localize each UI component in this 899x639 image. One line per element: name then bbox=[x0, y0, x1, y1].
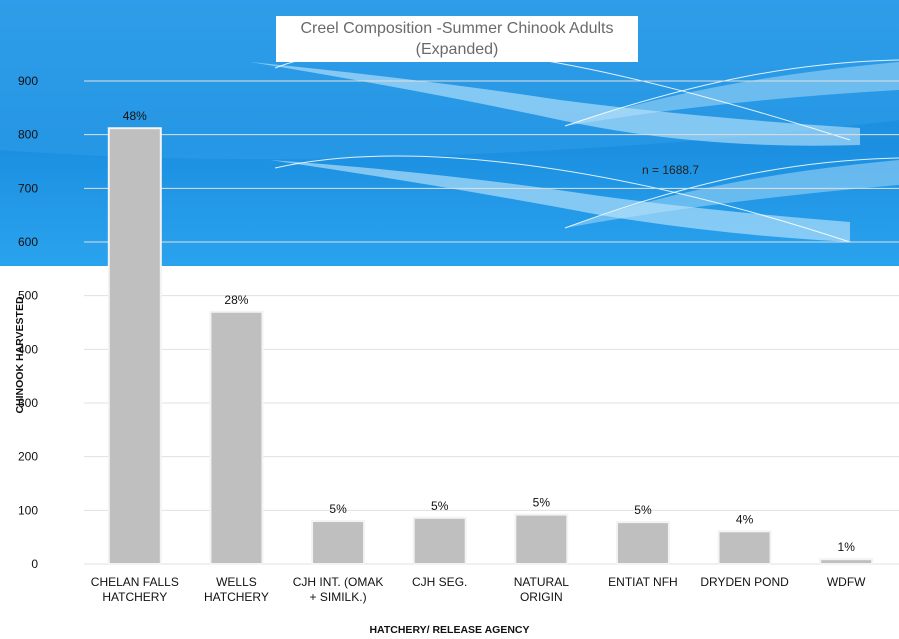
y-tick-label: 500 bbox=[18, 289, 38, 303]
x-tick-label: CJH SEG. bbox=[412, 575, 467, 589]
bar-data-label: 28% bbox=[224, 293, 248, 307]
bar-data-label: 5% bbox=[533, 496, 551, 510]
sample-size-annotation: n = 1688.7 bbox=[642, 163, 700, 177]
x-tick-label: NATURAL bbox=[514, 575, 569, 589]
chart-subtitle: (Expanded) bbox=[415, 41, 499, 58]
x-tick-label: HATCHERY bbox=[204, 590, 269, 604]
x-tick-label: HATCHERY bbox=[102, 590, 167, 604]
y-tick-label: 900 bbox=[18, 74, 38, 88]
bar bbox=[107, 127, 162, 566]
y-axis: 0 100 200 300 400 500 600 700 800 900 bbox=[18, 74, 38, 571]
data-labels: 48% 28% 5% 5% 5% 5% 4% 1% bbox=[123, 109, 855, 554]
chart-title: Creel Composition -Summer Chinook Adults bbox=[300, 20, 614, 37]
x-tick-label: ORIGIN bbox=[520, 590, 563, 604]
bar-data-label: 5% bbox=[634, 503, 652, 517]
y-tick-label: 800 bbox=[18, 128, 38, 142]
x-tick-label: WELLS bbox=[216, 575, 257, 589]
y-tick-label: 300 bbox=[18, 396, 38, 410]
x-tick-label: CHELAN FALLS bbox=[91, 575, 179, 589]
bar bbox=[717, 530, 772, 565]
bar bbox=[615, 521, 670, 566]
x-tick-label: ENTIAT NFH bbox=[608, 575, 678, 589]
x-tick-label: DRYDEN POND bbox=[700, 575, 789, 589]
x-tick-label: WDFW bbox=[827, 575, 866, 589]
bar bbox=[412, 516, 467, 566]
y-tick-label: 700 bbox=[18, 181, 38, 195]
bar-data-label: 48% bbox=[123, 109, 147, 123]
bar-data-label: 4% bbox=[736, 512, 754, 526]
y-tick-label: 200 bbox=[18, 450, 38, 464]
bar bbox=[311, 520, 366, 565]
x-tick-label: CJH INT. (OMAK bbox=[293, 575, 384, 589]
x-tick-label: + SIMILK.) bbox=[310, 590, 367, 604]
bar bbox=[514, 513, 569, 565]
y-tick-label: 0 bbox=[31, 557, 38, 571]
x-axis-label: HATCHERY/ RELEASE AGENCY bbox=[369, 624, 530, 636]
y-axis-label: CHINOOK HARVESTED bbox=[14, 296, 26, 414]
bar-data-label: 5% bbox=[431, 499, 449, 513]
bar-data-label: 5% bbox=[329, 502, 347, 516]
chart-title-box: Creel Composition -Summer Chinook Adults… bbox=[276, 16, 638, 62]
y-tick-label: 600 bbox=[18, 235, 38, 249]
y-tick-label: 100 bbox=[18, 503, 38, 517]
y-tick-label: 400 bbox=[18, 342, 38, 356]
bar bbox=[209, 310, 264, 565]
bar-data-label: 1% bbox=[838, 540, 856, 554]
bars bbox=[107, 127, 874, 566]
bar bbox=[819, 558, 874, 565]
